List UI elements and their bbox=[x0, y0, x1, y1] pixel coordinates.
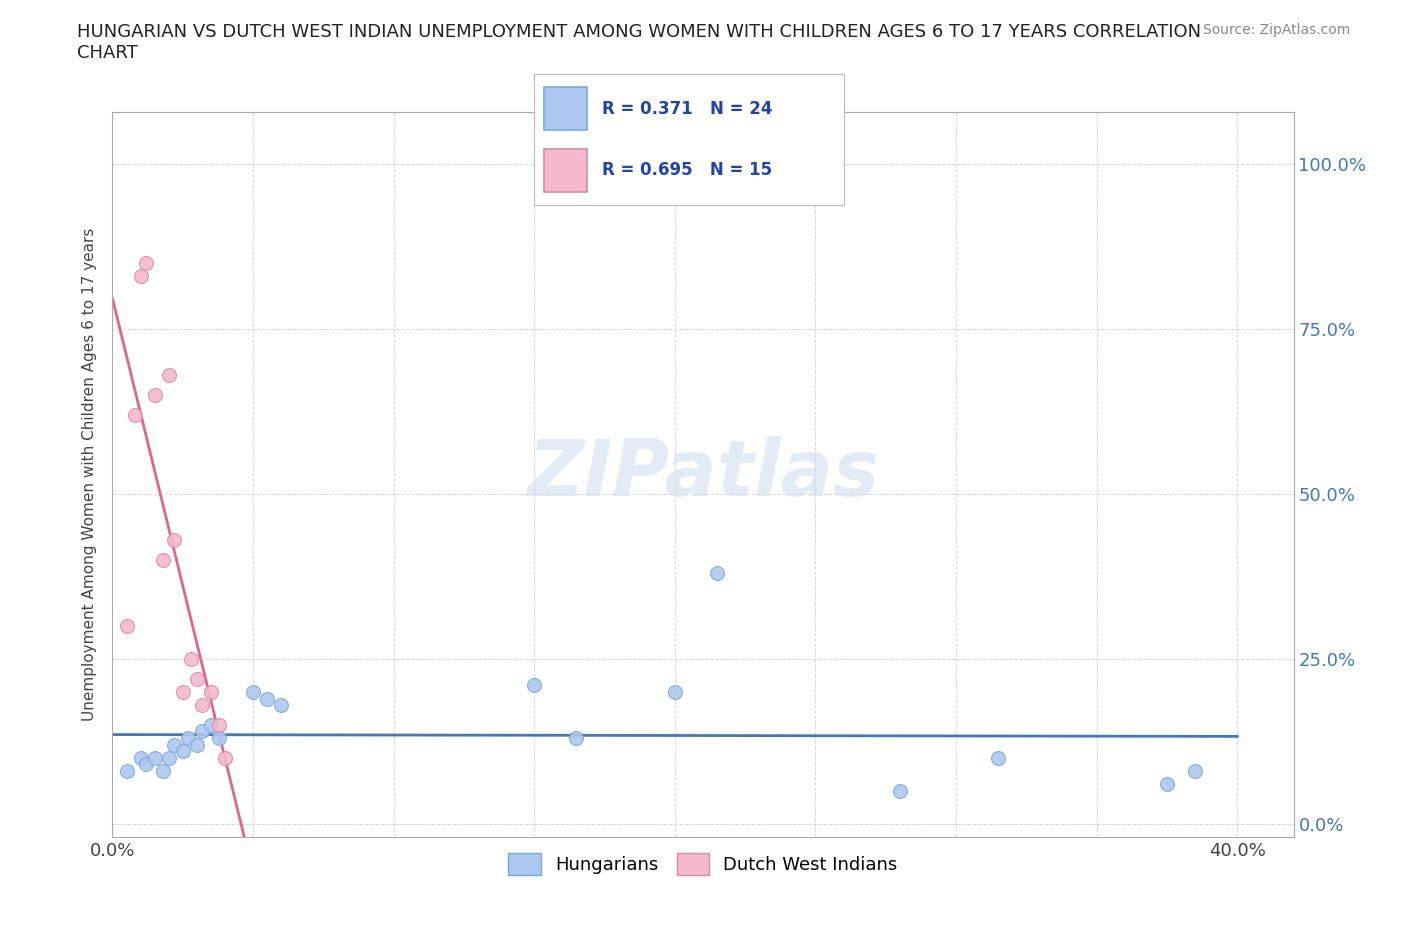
Point bbox=[129, 269, 152, 284]
Text: R = 0.371   N = 24: R = 0.371 N = 24 bbox=[602, 100, 773, 118]
Point bbox=[664, 684, 686, 699]
Point bbox=[124, 407, 146, 422]
Point bbox=[987, 751, 1010, 765]
Point bbox=[129, 751, 152, 765]
Point bbox=[706, 565, 728, 580]
Point bbox=[191, 698, 214, 712]
Point bbox=[143, 388, 166, 403]
Point bbox=[242, 684, 264, 699]
Text: HUNGARIAN VS DUTCH WEST INDIAN UNEMPLOYMENT AMONG WOMEN WITH CHILDREN AGES 6 TO : HUNGARIAN VS DUTCH WEST INDIAN UNEMPLOYM… bbox=[77, 23, 1202, 62]
Point bbox=[1184, 764, 1206, 778]
Text: Source: ZipAtlas.com: Source: ZipAtlas.com bbox=[1202, 23, 1350, 37]
Point bbox=[163, 533, 186, 548]
Point bbox=[115, 618, 138, 633]
Point bbox=[889, 783, 911, 798]
Point bbox=[172, 744, 194, 759]
Point bbox=[565, 731, 588, 746]
Point bbox=[135, 757, 157, 772]
Point bbox=[200, 717, 222, 732]
Point bbox=[270, 698, 292, 712]
Point bbox=[172, 684, 194, 699]
Point bbox=[177, 731, 200, 746]
FancyBboxPatch shape bbox=[544, 87, 586, 130]
Point bbox=[256, 691, 278, 706]
Point bbox=[115, 764, 138, 778]
Point bbox=[157, 368, 180, 383]
Point bbox=[180, 652, 202, 667]
Point bbox=[214, 751, 236, 765]
Point bbox=[200, 684, 222, 699]
Point bbox=[523, 678, 546, 693]
Point bbox=[191, 724, 214, 739]
Point bbox=[143, 751, 166, 765]
Y-axis label: Unemployment Among Women with Children Ages 6 to 17 years: Unemployment Among Women with Children A… bbox=[82, 228, 97, 721]
Point bbox=[1156, 777, 1178, 791]
Text: ZIPatlas: ZIPatlas bbox=[527, 436, 879, 512]
Point bbox=[152, 764, 174, 778]
Legend: Hungarians, Dutch West Indians: Hungarians, Dutch West Indians bbox=[501, 846, 905, 883]
FancyBboxPatch shape bbox=[544, 149, 586, 192]
Point bbox=[152, 552, 174, 567]
Point bbox=[157, 751, 180, 765]
Point bbox=[163, 737, 186, 752]
Point bbox=[186, 737, 208, 752]
Point bbox=[135, 256, 157, 271]
Text: R = 0.695   N = 15: R = 0.695 N = 15 bbox=[602, 161, 772, 179]
Point bbox=[186, 671, 208, 686]
Point bbox=[208, 717, 231, 732]
Point bbox=[208, 731, 231, 746]
